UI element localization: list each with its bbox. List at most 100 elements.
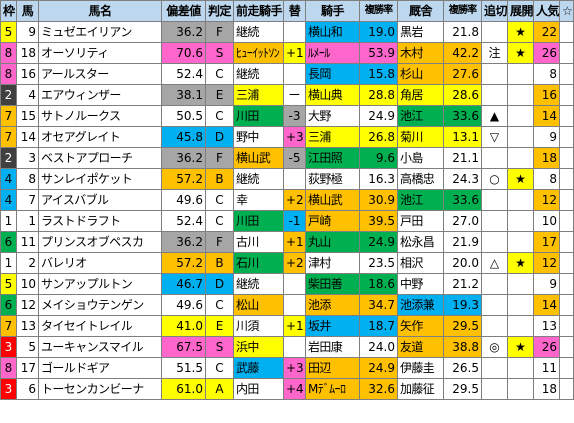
pace-mark — [507, 315, 534, 337]
workout-mark: △ — [481, 252, 508, 274]
workout-mark: 注 — [481, 42, 508, 64]
jockey-name: 横山典 — [305, 84, 360, 106]
jockey-place-rate: 26.8 — [359, 126, 398, 148]
jockey-place-rate: 15.8 — [359, 63, 398, 85]
horse-name: アイスバブル — [38, 189, 162, 211]
column-header[interactable]: 追切 — [481, 0, 508, 22]
stable-name: 伊藤圭 — [397, 357, 444, 379]
column-header[interactable]: 馬名 — [38, 0, 162, 22]
column-header[interactable]: 替 — [283, 0, 306, 22]
grade: D — [205, 126, 234, 148]
jockey-name: 長岡 — [305, 63, 360, 85]
popularity: 12 — [533, 189, 560, 211]
extra-mark — [559, 63, 574, 85]
column-header[interactable]: 騎手 — [305, 0, 360, 22]
jockey-place-rate: 32.6 — [359, 378, 398, 400]
stable-name: 杉山 — [397, 63, 444, 85]
previous-jockey: 川田 — [233, 210, 284, 232]
jockey-change: +3 — [283, 357, 306, 379]
previous-jockey: 古川 — [233, 231, 284, 253]
grade: C — [205, 294, 234, 316]
extra-mark — [559, 231, 574, 253]
table-row[interactable]: 2 3 ベストアプローチ 36.2 F 横山武 -5 江田照 9.6 小島 21.1 18 — [0, 147, 574, 169]
deviation-score: 52.4 — [161, 63, 206, 85]
jockey-change — [283, 63, 306, 85]
deviation-score: 41.0 — [161, 315, 206, 337]
frame-number: 8 — [0, 63, 17, 85]
table-row[interactable]: 7 13 タイセイトレイル 41.0 E 川須 +1 坂井 18.7 矢作 29.5 13 — [0, 315, 574, 337]
workout-mark — [481, 189, 508, 211]
table-row[interactable]: 6 11 プリンスオブペスカ 36.2 F 古川 +1 丸山 24.9 松永昌 21.9 17 — [0, 231, 574, 253]
jockey-place-rate: 28.8 — [359, 84, 398, 106]
extra-mark — [559, 21, 574, 43]
frame-number: 2 — [0, 84, 17, 106]
deviation-score: 57.2 — [161, 252, 206, 274]
popularity: 9 — [533, 273, 560, 295]
table-row[interactable]: 3 5 ユーキャンスマイル 67.5 S 浜中 岩田康 24.0 友道 38.8 ◎ ★ 26 — [0, 336, 574, 358]
column-header[interactable]: 前走騎手 — [233, 0, 284, 22]
popularity: 12 — [533, 252, 560, 274]
table-row[interactable]: 4 8 サンレイポケット 57.2 B 継続 荻野極 16.3 高橋忠 24.3 ○ ★ 8 — [0, 168, 574, 190]
jockey-name: ﾙﾒｰﾙ — [305, 42, 360, 64]
pace-mark: ★ — [507, 168, 534, 190]
column-header[interactable]: 複勝率 — [359, 0, 398, 22]
deviation-score: 36.2 — [161, 21, 206, 43]
table-row[interactable]: 7 14 オセアグレイト 45.8 D 野中 +3 三浦 26.8 菊川 13.1 ▽ 9 — [0, 126, 574, 148]
stable-place-rate: 21.1 — [443, 147, 482, 169]
deviation-score: 61.0 — [161, 378, 206, 400]
column-header[interactable]: 複勝率 — [443, 0, 482, 22]
horse-name: メイショウテンゲン — [38, 294, 162, 316]
horse-number: 18 — [16, 42, 39, 64]
table-row[interactable]: 6 12 メイショウテンゲン 49.6 C 松山 池添 34.7 池添兼 19.3 14 — [0, 294, 574, 316]
grade: D — [205, 273, 234, 295]
pace-mark: ★ — [507, 252, 534, 274]
table-row[interactable]: 2 4 エアウィンザー 38.1 E 三浦ー横山典 28.8 角居 28.6 16 — [0, 84, 574, 106]
horse-name: サンレイポケット — [38, 168, 162, 190]
jockey-name: 江田照 — [305, 147, 360, 169]
horse-number: 1 — [16, 210, 39, 232]
stable-place-rate: 24.3 — [443, 168, 482, 190]
jockey-place-rate: 39.5 — [359, 210, 398, 232]
column-header[interactable]: 判定 — [205, 0, 234, 22]
stable-place-rate: 21.8 — [443, 21, 482, 43]
table-row[interactable]: 8 18 オーソリティ 70.6 S ﾋｭｰｲｯﾄｿﾝ +1 ﾙﾒｰﾙ 53.9 木村 42.2 注 ★… — [0, 42, 574, 64]
table-row[interactable]: 3 6 トーセンカンビーナ 61.0 A 内田 +4 Mﾃﾞﾑｰﾛ 32.6 加藤征 29.5 18 — [0, 378, 574, 400]
previous-jockey: 浜中 — [233, 336, 284, 358]
table-row[interactable]: 8 16 アールスター 52.4 C 継続 長岡 15.8 杉山 27.6 8 — [0, 63, 574, 85]
extra-mark — [559, 84, 574, 106]
table-row[interactable]: 1 2 バレリオ 57.2 B 石川 +2 津村 23.5 相沢 20.0 △ ★ 12 — [0, 252, 574, 274]
column-header[interactable]: 馬 — [16, 0, 39, 22]
deviation-score: 46.7 — [161, 273, 206, 295]
stable-place-rate: 27.6 — [443, 63, 482, 85]
table-row[interactable]: 4 7 アイスバブル 49.6 C 幸 +2 横山武 30.9 池江 33.6 12 — [0, 189, 574, 211]
column-header[interactable]: 厩舎 — [397, 0, 444, 22]
table-row[interactable]: 1 1 ラストドラフト 52.4 C 川田 -1 戸崎 39.5 戸田 27.0 10 — [0, 210, 574, 232]
jockey-name: 柴田善 — [305, 273, 360, 295]
horse-number: 8 — [16, 168, 39, 190]
frame-number: 7 — [0, 105, 17, 127]
grade: S — [205, 42, 234, 64]
table-row[interactable]: 8 17 ゴールドギア 51.5 C 武藤 +3 田辺 24.9 伊藤圭 26.5 11 — [0, 357, 574, 379]
column-header[interactable]: 偏差値 — [161, 0, 206, 22]
column-header[interactable]: 枠 — [0, 0, 17, 22]
previous-jockey: 松山 — [233, 294, 284, 316]
frame-number: 5 — [0, 21, 17, 43]
column-header[interactable]: 展開 — [507, 0, 534, 22]
header-row: 枠馬馬名 偏差値 判定 前走騎手替騎手 複勝率 厩舎 複勝率 追切 展開 人気 ☆ — [0, 0, 574, 22]
jockey-change: +2 — [283, 189, 306, 211]
deviation-score: 45.8 — [161, 126, 206, 148]
jockey-name: 荻野極 — [305, 168, 360, 190]
column-header[interactable]: ☆ — [559, 0, 574, 22]
jockey-place-rate: 24.9 — [359, 105, 398, 127]
horse-name: タイセイトレイル — [38, 315, 162, 337]
horse-number: 14 — [16, 126, 39, 148]
table-row[interactable]: 5 10 サンアップルトン 46.7 D 継続 柴田善 18.6 中野 21.2 9 — [0, 273, 574, 295]
stable-name: 相沢 — [397, 252, 444, 274]
table-row[interactable]: 7 15 サトノルークス 50.5 C 川田 -3 大野 24.9 池江 33.6 ▲ 14 — [0, 105, 574, 127]
column-header[interactable]: 人気 — [533, 0, 560, 22]
stable-name: 矢作 — [397, 315, 444, 337]
popularity: 14 — [533, 105, 560, 127]
jockey-name: 坂井 — [305, 315, 360, 337]
table-row[interactable]: 5 9 ミュゼエイリアン 36.2 F 継続 横山和 19.0 黒岩 21.8 ★ 22 — [0, 21, 574, 43]
horse-name: ゴールドギア — [38, 357, 162, 379]
